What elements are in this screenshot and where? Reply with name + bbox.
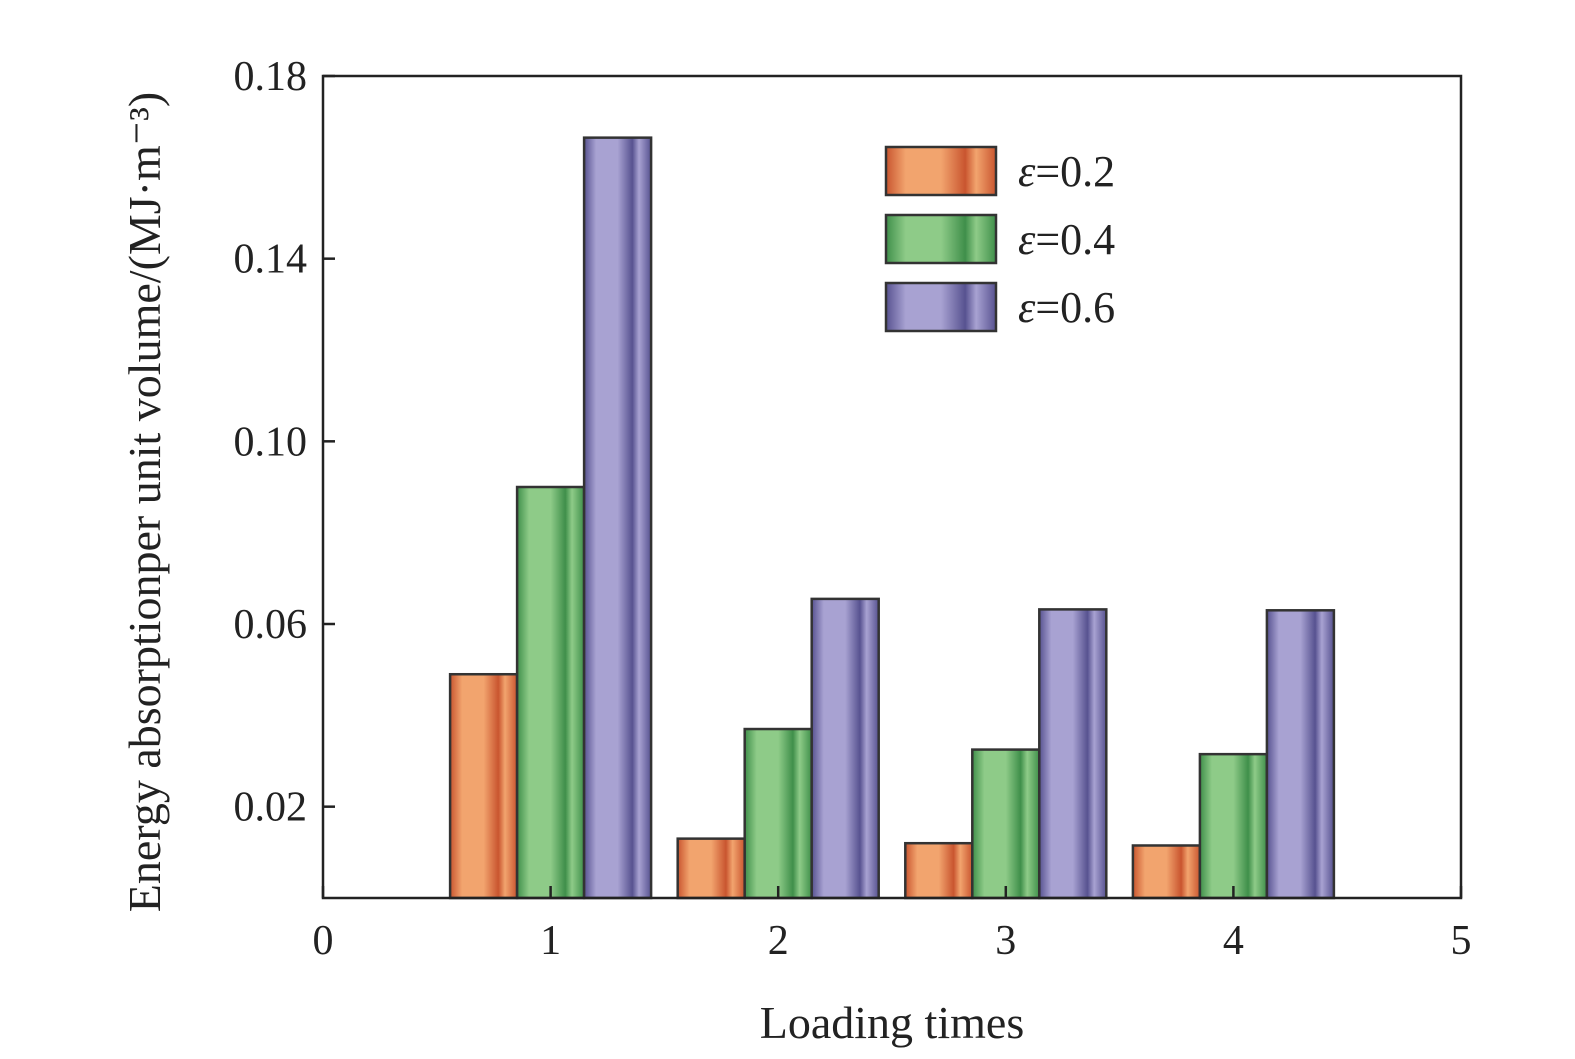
legend-swatch bbox=[884, 281, 998, 333]
bar-eps-0_2-cat-2 bbox=[676, 837, 746, 900]
y-tick-label: 0.06 bbox=[234, 602, 308, 648]
bar-eps-0_4-cat-4 bbox=[1198, 752, 1269, 900]
x-tick-label: 5 bbox=[1451, 918, 1472, 964]
x-tick-label: 0 bbox=[313, 918, 334, 964]
bar-eps-0_4-cat-2 bbox=[743, 727, 813, 900]
y-tick-label: 0.02 bbox=[234, 785, 308, 831]
x-tick-label: 4 bbox=[1223, 918, 1244, 964]
legend-label: ε=0.2 bbox=[1018, 147, 1115, 196]
y-tick-label: 0.10 bbox=[234, 419, 308, 465]
legend-label: ε=0.6 bbox=[1018, 283, 1115, 332]
x-tick-label: 2 bbox=[768, 918, 789, 964]
legend-swatch bbox=[884, 213, 998, 265]
bar-eps-0_2-cat-4 bbox=[1131, 844, 1202, 900]
bar-eps-0_6-cat-2 bbox=[810, 597, 880, 900]
y-axis-title: Energy absorptionper unit volume/(MJ·m⁻³… bbox=[119, 92, 170, 912]
x-tick-label: 1 bbox=[540, 918, 561, 964]
bar-eps-0_2-cat-3 bbox=[904, 841, 974, 900]
bar-eps-0_6-cat-1 bbox=[582, 136, 653, 900]
bar-eps-0_2-cat-1 bbox=[448, 672, 519, 900]
plot-frame bbox=[321, 74, 1463, 900]
legend: ε=0.2 ε=0.4 ε=0.6 bbox=[884, 145, 1115, 333]
bar-eps-0_4-cat-1 bbox=[515, 485, 586, 900]
bar-eps-0_6-cat-4 bbox=[1265, 609, 1336, 900]
x-tick-label: 3 bbox=[995, 918, 1016, 964]
x-axis-title: Loading times bbox=[760, 997, 1024, 1048]
legend-swatch bbox=[884, 145, 998, 197]
ticks-layer: 0.02 0.06 0.10 0.14 0.18 0 1 2 3 4 5 bbox=[234, 54, 1472, 964]
y-tick-label: 0.18 bbox=[234, 54, 308, 100]
bar-eps-0_6-cat-3 bbox=[1038, 608, 1108, 900]
y-tick-label: 0.14 bbox=[234, 237, 308, 283]
bar-eps-0_4-cat-3 bbox=[971, 748, 1041, 900]
legend-label: ε=0.4 bbox=[1018, 215, 1115, 264]
